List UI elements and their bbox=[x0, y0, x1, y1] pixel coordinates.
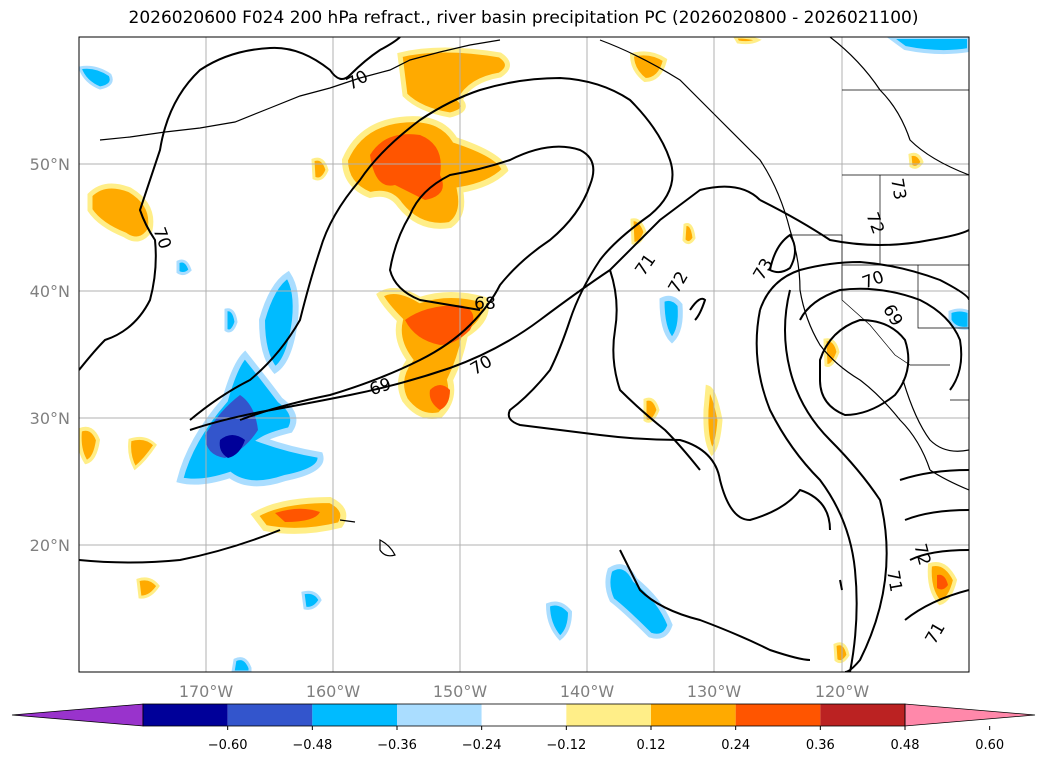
lat-label-40n: 40°N bbox=[30, 282, 70, 301]
political-borders bbox=[790, 89, 969, 401]
colorbar-tick-label: −0.12 bbox=[546, 738, 586, 753]
colorbar-tick-label: −0.36 bbox=[377, 738, 417, 753]
longitude-labels: 170°W 160°W 150°W 140°W 130°W 120°W bbox=[179, 682, 870, 701]
colorbar: −0.60 −0.48 −0.36 −0.24 −0.12 0.12 0.24 0.36 0.4… bbox=[11, 703, 1036, 753]
colorbar-segment bbox=[820, 704, 905, 726]
colorbar-tick-label: −0.48 bbox=[292, 738, 332, 753]
colorbar-segment bbox=[566, 704, 651, 726]
positive-anomaly-shading bbox=[79, 37, 958, 664]
plot-frame bbox=[78, 36, 970, 673]
colorbar-tick-label: 0.12 bbox=[637, 738, 666, 753]
lat-label-20n: 20°N bbox=[30, 536, 70, 555]
colorbar-extend-low bbox=[11, 703, 144, 727]
lon-label-140w: 140°W bbox=[560, 682, 615, 701]
lon-label-130w: 130°W bbox=[687, 682, 742, 701]
contour-label-68: 68 bbox=[474, 294, 496, 314]
colorbar-segment bbox=[143, 704, 228, 726]
negative-anomaly-shading bbox=[79, 37, 969, 672]
colorbar-segment bbox=[735, 704, 821, 726]
contour-lines bbox=[79, 37, 969, 672]
colorbar-segment bbox=[312, 704, 397, 726]
colorbar-tick-label: 0.24 bbox=[721, 738, 750, 753]
gridlines bbox=[79, 37, 969, 672]
colorbar-segment bbox=[397, 704, 482, 726]
lon-label-160w: 160°W bbox=[306, 682, 361, 701]
lon-label-170w: 170°W bbox=[179, 682, 234, 701]
colorbar-extend-high bbox=[904, 703, 1036, 727]
colorbar-tick-label: 0.60 bbox=[975, 738, 1004, 753]
colorbar-tick-label: 0.48 bbox=[891, 738, 920, 753]
lat-label-50n: 50°N bbox=[30, 155, 70, 174]
colorbar-frame bbox=[142, 703, 906, 727]
lon-label-150w: 150°W bbox=[433, 682, 488, 701]
plot-area bbox=[79, 37, 969, 672]
latitude-labels: 20°N 30°N 40°N 50°N bbox=[30, 155, 70, 555]
colorbar-segment bbox=[227, 704, 313, 726]
contour-label-71-se: 71 bbox=[882, 569, 905, 594]
colorbar-tick-label: −0.60 bbox=[208, 738, 248, 753]
colorbar-tick-label: 0.36 bbox=[806, 738, 835, 753]
colorbar-tick-label: −0.24 bbox=[462, 738, 502, 753]
lon-label-120w: 120°W bbox=[815, 682, 870, 701]
colorbar-segment bbox=[481, 704, 567, 726]
lat-label-30n: 30°N bbox=[30, 409, 70, 428]
contour-label-73-ne: 73 bbox=[886, 177, 909, 202]
colorbar-segment bbox=[651, 704, 736, 726]
chart-title: 2026020600 F024 200 hPa refract., river … bbox=[128, 8, 919, 28]
